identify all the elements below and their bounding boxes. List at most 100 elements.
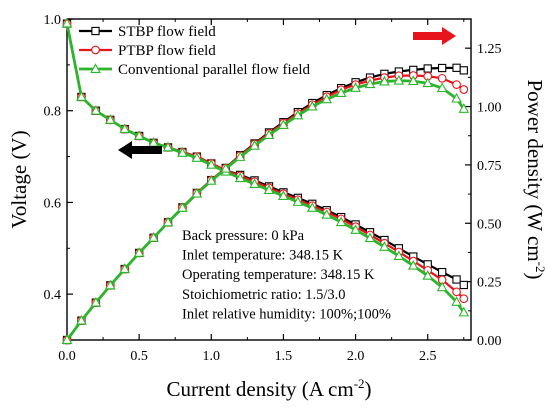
legend-marker-circle [91,45,100,55]
data-point-triangle [364,232,376,243]
data-point-triangle [321,209,333,219]
series-group [61,17,470,345]
x-axis-title-sup: -2 [354,376,365,391]
plot-frame-group [66,18,472,341]
x-tick-label: 2.5 [419,349,437,364]
data-point-triangle [119,263,131,273]
legend-group: STBP flow field PTBP flow field Convention… [79,24,311,78]
data-point-triangle [119,123,131,134]
legend-item: Conventional parallel flow field [79,62,311,78]
arrow-left-voltage [118,141,162,159]
condition-text: Operating temperature: 348.15 K [182,267,375,283]
y-right-tick-label: 0.25 [477,276,502,291]
arrow-group [118,27,456,159]
y-left-tick-label: 0.4 [44,288,62,303]
data-point-square [423,64,432,73]
y-right-tick-label: 0.00 [477,334,502,349]
data-point-triangle [393,250,405,261]
y-right-axis-title-main: Power density (W cm [523,79,547,261]
arrow-right-power [413,27,456,45]
data-point-triangle [90,296,102,307]
data-point-triangle [422,77,434,88]
condition-text: Inlet temperature: 348.15 K [182,248,344,264]
data-point-triangle [76,314,87,325]
data-point-square [437,267,447,277]
data-point-triangle [249,178,260,189]
data-point-triangle [177,147,188,157]
data-point-triangle [104,279,116,290]
arrow-shaft [413,32,444,40]
y-right-tick-label: 1.25 [477,42,502,57]
x-tick-label: 0.0 [58,349,76,364]
legend-label: PTBP flow field [118,43,216,59]
y-left-tick-label: 0.6 [44,196,62,211]
data-point-triangle [407,259,419,270]
data-point-square [437,63,447,73]
data-point-triangle [458,103,470,113]
data-point-square [452,275,461,284]
x-axis-title-main: Current density (A cm [166,377,353,401]
data-point-triangle [148,232,159,242]
data-point-triangle [162,216,174,227]
data-point-triangle [306,202,318,212]
condition-text: Stoichiometric ratio: 1.5/3.0 [182,287,346,303]
y-right-tick-label: 0.75 [477,159,502,174]
data-point-triangle [379,241,390,251]
data-point-triangle [133,130,145,140]
arrow-shaft [130,146,162,154]
legend-label: STBP flow field [118,24,216,40]
data-point-circle [437,73,447,83]
data-point-triangle [191,187,203,198]
x-tick-label: 1.0 [203,349,221,364]
data-point-triangle [422,270,434,280]
x-axis-title: Current density (A cm-2) [166,376,371,401]
data-point-triangle [104,114,116,124]
data-point-triangle [278,190,289,200]
data-point-circle [459,85,469,94]
y-left-tick-label: 0.8 [44,105,62,120]
data-point-circle [459,294,469,304]
data-point-triangle [177,202,188,212]
legend-item: PTBP flow field [79,43,216,59]
condition-text: Back pressure: 0 kPa [182,228,305,244]
data-point-triangle [335,87,347,97]
data-point-triangle [263,129,275,139]
data-point-circle [452,80,461,89]
data-point-triangle [205,175,217,185]
plot-frame [66,18,472,341]
data-point-triangle [191,152,203,162]
condition-text: Inlet relative humidity: 100%;100% [182,306,391,322]
x-tick-label: 2.0 [347,349,365,364]
data-point-triangle [436,82,448,93]
y-right-tick-label: 0.50 [477,217,502,232]
data-point-triangle [451,296,462,306]
data-point-triangle [162,141,174,152]
data-point-triangle [61,334,73,344]
data-point-triangle [321,93,333,104]
data-point-triangle [292,109,304,120]
data-point-triangle [234,172,246,183]
data-point-triangle [393,74,405,85]
data-point-triangle [451,92,462,103]
data-point-square [452,63,461,72]
legend-label: Conventional parallel flow field [118,62,311,78]
data-point-triangle [133,247,145,257]
data-point-triangle [436,281,448,292]
axis-title-group: Current density (A cm-2) Voltage (V) Power… [7,79,547,401]
data-point-triangle [458,306,470,317]
y-left-axis-title: Voltage (V) [7,130,31,228]
data-point-triangle [278,119,289,129]
data-point-square [459,66,468,75]
tick-group: 0.0 0.5 1.0 1.5 2.0 2.5 0.4 0.6 0.8 1.0 0.00 0.25 0.… [44,13,502,364]
legend-item: STBP flow field [79,24,216,40]
data-point-triangle [220,162,232,173]
y-right-axis-title-tail: ) [523,273,547,280]
y-right-tick-label: 1.00 [477,101,502,116]
data-point-triangle [76,91,87,101]
data-point-triangle [350,82,361,92]
x-tick-label: 0.5 [130,349,148,364]
arrow-head [442,27,456,45]
data-point-triangle [306,100,318,111]
